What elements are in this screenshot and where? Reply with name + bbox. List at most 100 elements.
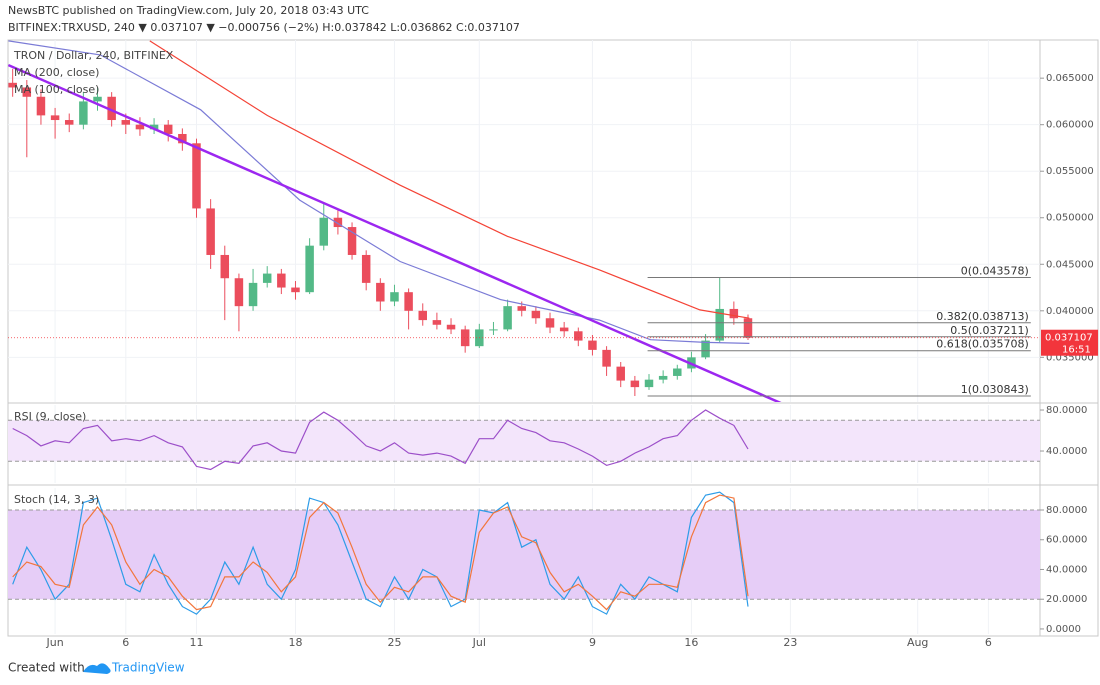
- indicator-line: [12, 494, 749, 611]
- y-tick-label: 0.035000: [1046, 352, 1094, 363]
- y-tick-label: 0.0000: [1046, 624, 1081, 635]
- candle-body: [673, 368, 682, 376]
- candle-body: [390, 292, 399, 302]
- ma-legend: MA (200, close): [14, 66, 99, 79]
- countdown: 16:51: [1062, 345, 1091, 356]
- y-tick-label: 20.0000: [1046, 594, 1087, 605]
- candle-body: [517, 306, 526, 311]
- band: [8, 510, 1040, 600]
- trendline: [8, 63, 782, 402]
- candle-body: [234, 278, 244, 307]
- x-tick-label: Jul: [472, 636, 486, 649]
- indicator-line: [12, 409, 749, 471]
- candle-body: [8, 82, 17, 88]
- x-tick-label: Aug: [907, 636, 928, 649]
- x-tick-label: 25: [387, 636, 401, 649]
- candle-body: [489, 329, 498, 331]
- candle-body: [192, 143, 201, 209]
- candle-body: [729, 308, 739, 319]
- x-tick-label: 9: [589, 636, 596, 649]
- y-tick-label: 0.040000: [1046, 306, 1094, 317]
- candle-body: [545, 318, 555, 328]
- y-tick-label: 0.065000: [1046, 73, 1094, 84]
- candle-body: [50, 115, 60, 121]
- candle-body: [36, 96, 46, 116]
- x-tick-label: 6: [122, 636, 129, 649]
- candle-body: [248, 282, 258, 307]
- last-price-tag: [1041, 329, 1098, 356]
- x-tick-label: 6: [985, 636, 992, 649]
- y-tick-label: 60.0000: [1046, 535, 1087, 546]
- candle-body: [22, 87, 32, 97]
- panel-title: Stoch (14, 3, 3): [14, 493, 99, 506]
- candle-body: [305, 245, 314, 293]
- candle-body: [616, 366, 625, 381]
- candle-body: [163, 124, 173, 134]
- x-tick-label: 23: [783, 636, 797, 649]
- candle-body: [178, 133, 187, 144]
- candle-body: [347, 227, 357, 255]
- y-tick-label: 0.055000: [1046, 166, 1094, 177]
- candle-body: [701, 340, 710, 358]
- panel-title: RSI (9, close): [14, 410, 86, 423]
- candle-body: [206, 208, 215, 255]
- symbol-line: BITFINEX:TRXUSD, 240 ▼ 0.037107 ▼ −0.000…: [8, 21, 520, 34]
- published-line: NewsBTC published on TradingView.com, Ju…: [8, 4, 369, 17]
- candle-body: [319, 217, 329, 246]
- y-tick-label: 0.045000: [1046, 259, 1094, 270]
- fib-label: 0(0.043578): [961, 265, 1029, 278]
- y-tick-label: 0.060000: [1046, 120, 1094, 131]
- candle-body: [135, 124, 145, 130]
- candle-body: [262, 273, 272, 283]
- candle-body: [743, 318, 753, 338]
- candle-body: [149, 124, 159, 130]
- candle-body: [531, 310, 541, 319]
- fib-label: 1(0.030843): [961, 383, 1029, 396]
- candle-body: [333, 217, 343, 228]
- panel-title: TRON / Dollar, 240, BITFINEX: [13, 49, 174, 62]
- panel: [8, 491, 1040, 615]
- panel: [8, 409, 1040, 471]
- candle-body: [291, 287, 300, 293]
- candle-body: [446, 324, 456, 330]
- x-tick-label: 11: [189, 636, 203, 649]
- candle-body: [644, 379, 654, 388]
- candle-body: [432, 320, 442, 325]
- candle-body: [574, 331, 583, 341]
- candle-body: [602, 349, 611, 367]
- candle-body: [588, 340, 597, 350]
- candle-body: [361, 254, 371, 283]
- y-tick-label: 40.0000: [1046, 564, 1087, 575]
- y-tick-label: 80.0000: [1046, 405, 1087, 416]
- band: [8, 420, 1040, 462]
- candle-body: [658, 375, 668, 380]
- x-tick-label: Jun: [45, 636, 63, 649]
- candle-body: [460, 329, 470, 347]
- x-tick-label: 18: [288, 636, 302, 649]
- moving-average: [8, 40, 750, 344]
- x-tick-label: 16: [684, 636, 698, 649]
- fib-label: 0.618(0.035708): [936, 338, 1029, 351]
- moving-average: [149, 40, 750, 319]
- candle-body: [503, 306, 512, 330]
- footer-brand: TradingView: [111, 661, 185, 675]
- candle-body: [107, 96, 116, 121]
- y-tick-label: 0.050000: [1046, 213, 1094, 224]
- last-price-label: 0.037107: [1045, 333, 1093, 344]
- candle-body: [418, 310, 427, 321]
- y-tick-label: 40.0000: [1046, 446, 1087, 457]
- candle-body: [376, 282, 385, 302]
- candle-body: [121, 120, 131, 125]
- fib-label: 0.5(0.037211): [950, 324, 1029, 337]
- panel: [8, 40, 1040, 402]
- candle-body: [220, 254, 230, 279]
- candle-body: [277, 273, 286, 288]
- footer-created: Created with: [8, 661, 85, 675]
- candle-body: [64, 120, 74, 125]
- candle-body: [559, 327, 569, 332]
- candle-body: [630, 380, 640, 388]
- tv-logo: [83, 663, 111, 674]
- candle-body: [715, 308, 724, 341]
